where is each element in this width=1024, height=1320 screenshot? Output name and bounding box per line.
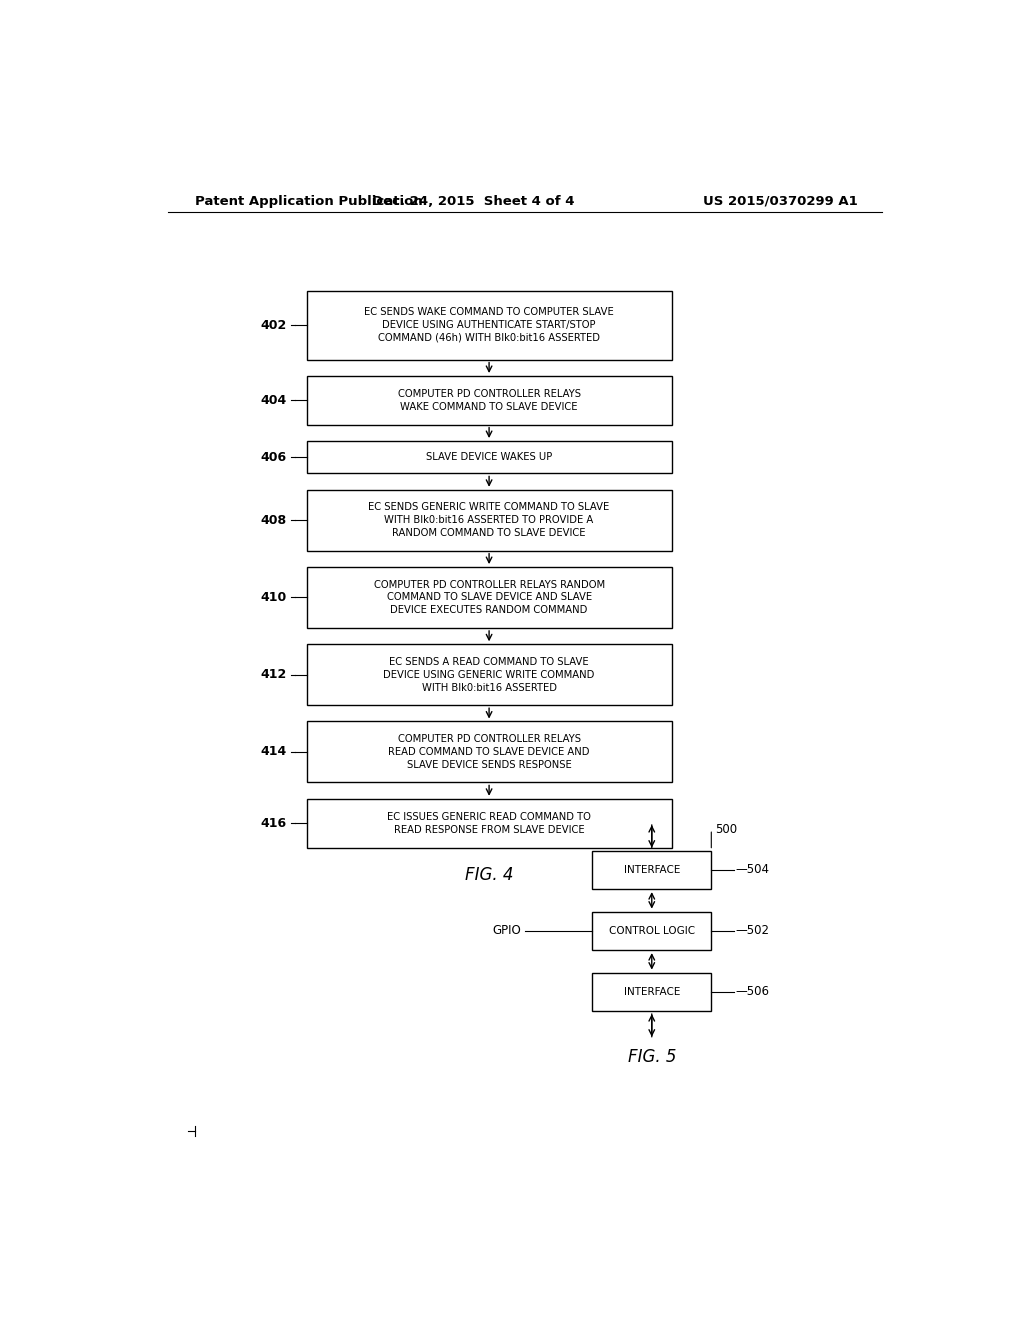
- Text: INTERFACE: INTERFACE: [624, 865, 680, 875]
- Text: EC SENDS WAKE COMMAND TO COMPUTER SLAVE
DEVICE USING AUTHENTICATE START/STOP
COM: EC SENDS WAKE COMMAND TO COMPUTER SLAVE …: [365, 308, 614, 343]
- Text: GPIO: GPIO: [493, 924, 521, 937]
- Text: —502: —502: [735, 924, 769, 937]
- Bar: [306, 490, 672, 550]
- Bar: [592, 850, 712, 890]
- Text: Dec. 24, 2015  Sheet 4 of 4: Dec. 24, 2015 Sheet 4 of 4: [372, 194, 574, 207]
- Text: —506: —506: [735, 985, 769, 998]
- Text: 414: 414: [260, 746, 287, 759]
- Bar: [592, 973, 712, 1011]
- Text: —504: —504: [735, 863, 769, 876]
- Bar: [592, 912, 712, 950]
- Text: 412: 412: [260, 668, 287, 681]
- Text: EC SENDS A READ COMMAND TO SLAVE
DEVICE USING GENERIC WRITE COMMAND
WITH Blk0:bi: EC SENDS A READ COMMAND TO SLAVE DEVICE …: [383, 657, 595, 693]
- Text: 404: 404: [260, 393, 287, 407]
- Text: COMPUTER PD CONTROLLER RELAYS
WAKE COMMAND TO SLAVE DEVICE: COMPUTER PD CONTROLLER RELAYS WAKE COMMA…: [397, 389, 581, 412]
- Bar: [306, 290, 672, 359]
- Text: 406: 406: [260, 450, 287, 463]
- Text: EC ISSUES GENERIC READ COMMAND TO
READ RESPONSE FROM SLAVE DEVICE: EC ISSUES GENERIC READ COMMAND TO READ R…: [387, 812, 591, 834]
- Text: COMPUTER PD CONTROLLER RELAYS RANDOM
COMMAND TO SLAVE DEVICE AND SLAVE
DEVICE EX: COMPUTER PD CONTROLLER RELAYS RANDOM COM…: [374, 579, 604, 615]
- Bar: [306, 376, 672, 425]
- Text: 500: 500: [715, 822, 737, 836]
- Text: FIG. 5: FIG. 5: [628, 1048, 676, 1065]
- Text: US 2015/0370299 A1: US 2015/0370299 A1: [703, 194, 858, 207]
- Text: EC SENDS GENERIC WRITE COMMAND TO SLAVE
WITH Blk0:bit16 ASSERTED TO PROVIDE A
RA: EC SENDS GENERIC WRITE COMMAND TO SLAVE …: [369, 503, 609, 539]
- Bar: [306, 799, 672, 847]
- Text: 408: 408: [260, 513, 287, 527]
- Text: COMPUTER PD CONTROLLER RELAYS
READ COMMAND TO SLAVE DEVICE AND
SLAVE DEVICE SEND: COMPUTER PD CONTROLLER RELAYS READ COMMA…: [388, 734, 590, 770]
- Text: CONTROL LOGIC: CONTROL LOGIC: [608, 925, 695, 936]
- Bar: [306, 644, 672, 705]
- Text: FIG. 4: FIG. 4: [465, 866, 513, 884]
- Text: Patent Application Publication: Patent Application Publication: [196, 194, 423, 207]
- Bar: [306, 722, 672, 783]
- Text: 416: 416: [260, 817, 287, 830]
- Text: 410: 410: [260, 591, 287, 605]
- Text: SLAVE DEVICE WAKES UP: SLAVE DEVICE WAKES UP: [426, 453, 552, 462]
- Bar: [306, 568, 672, 628]
- Text: 402: 402: [260, 318, 287, 331]
- Bar: [306, 441, 672, 474]
- Text: INTERFACE: INTERFACE: [624, 987, 680, 997]
